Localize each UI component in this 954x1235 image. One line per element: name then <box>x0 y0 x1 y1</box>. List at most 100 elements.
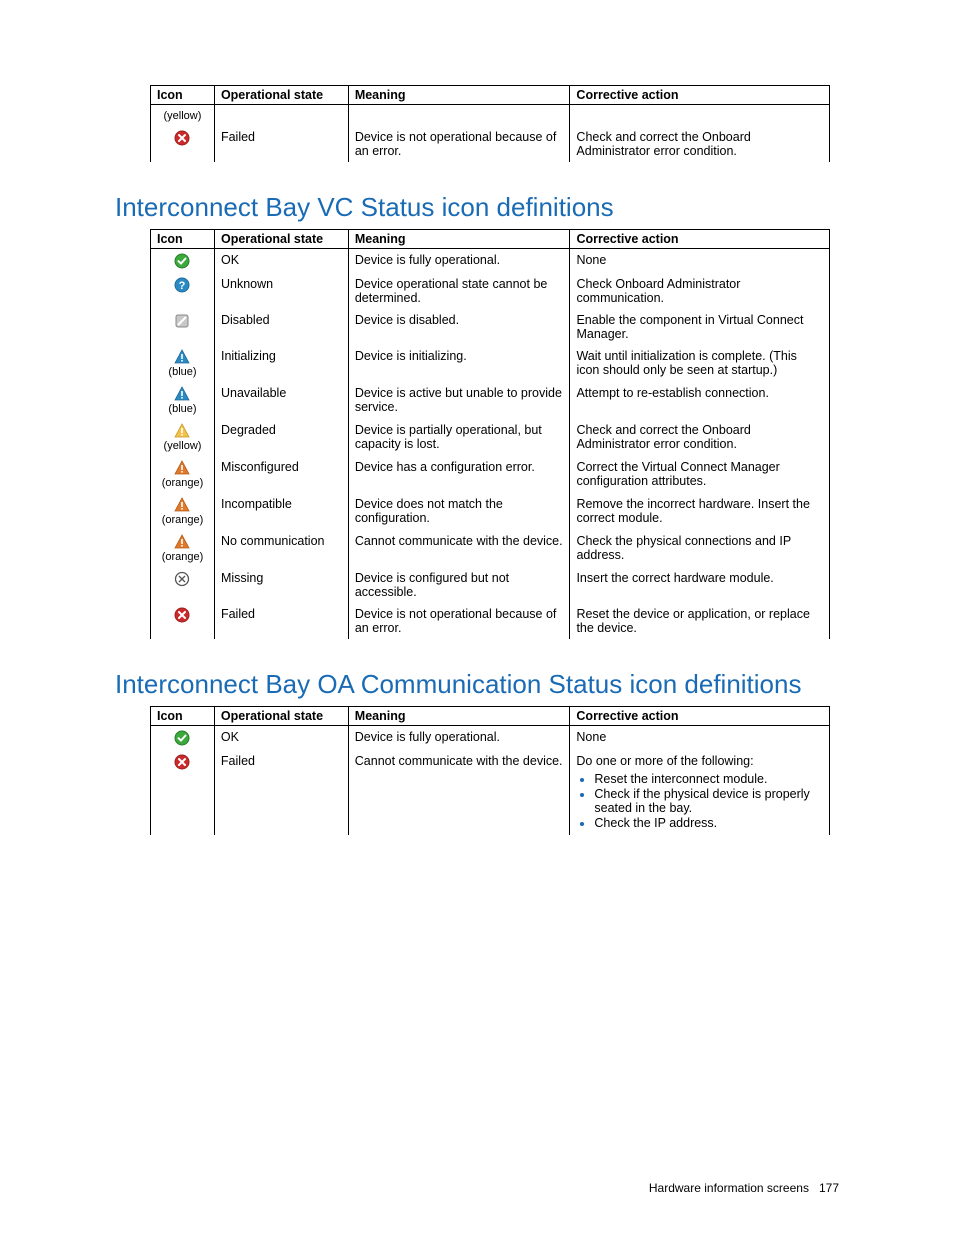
action-cell: Do one or more of the following:Reset th… <box>570 750 830 835</box>
warn-orange-icon <box>174 497 190 513</box>
table-row: (yellow) <box>151 105 830 127</box>
warn-orange-icon <box>174 534 190 550</box>
meaning-cell: Cannot communicate with the device. <box>348 750 570 835</box>
state-cell: Initializing <box>214 345 348 382</box>
state-cell: Unavailable <box>214 382 348 419</box>
unknown-icon <box>174 277 190 293</box>
table-row: DisabledDevice is disabled.Enable the co… <box>151 309 830 345</box>
state-cell: Disabled <box>214 309 348 345</box>
action-list: Reset the interconnect module.Check if t… <box>576 772 823 830</box>
action-cell: Check the physical connections and IP ad… <box>570 530 830 567</box>
action-cell: Check and correct the Onboard Administra… <box>570 419 830 456</box>
state-cell: Missing <box>214 567 348 603</box>
col-icon: Icon <box>151 707 215 726</box>
col-icon: Icon <box>151 86 215 105</box>
ok-icon <box>174 730 190 746</box>
col-icon: Icon <box>151 230 215 249</box>
state-cell: Incompatible <box>214 493 348 530</box>
state-cell: OK <box>214 726 348 751</box>
footer-page: 177 <box>819 1181 839 1195</box>
icon-table-vc: Icon Operational state Meaning Correctiv… <box>150 229 830 639</box>
table-row: (orange) IncompatibleDevice does not matc… <box>151 493 830 530</box>
meaning-cell: Device is disabled. <box>348 309 570 345</box>
warn-yellow-icon <box>174 423 190 439</box>
state-cell: Unknown <box>214 273 348 309</box>
meaning-cell: Device is partially operational, but cap… <box>348 419 570 456</box>
icon-color-note: (blue) <box>157 366 208 378</box>
section-title-oa: Interconnect Bay OA Communication Status… <box>115 669 839 700</box>
col-action: Corrective action <box>570 86 830 105</box>
col-state: Operational state <box>214 707 348 726</box>
icon-color-note: (orange) <box>157 514 208 526</box>
col-meaning: Meaning <box>348 86 570 105</box>
meaning-cell: Device is fully operational. <box>348 249 570 274</box>
meaning-cell: Device is not operational because of an … <box>348 126 570 162</box>
col-state: Operational state <box>214 230 348 249</box>
warn-blue-icon <box>174 349 190 365</box>
action-cell: Attempt to re-establish connection. <box>570 382 830 419</box>
table-row: MissingDevice is configured but not acce… <box>151 567 830 603</box>
meaning-cell: Cannot communicate with the device. <box>348 530 570 567</box>
section-title-vc: Interconnect Bay VC Status icon definiti… <box>115 192 839 223</box>
action-list-item: Check the IP address. <box>594 816 823 830</box>
meaning-cell: Device operational state cannot be deter… <box>348 273 570 309</box>
col-meaning: Meaning <box>348 230 570 249</box>
table-row: (orange) MisconfiguredDevice has a config… <box>151 456 830 493</box>
disabled-icon <box>174 313 190 329</box>
col-state: Operational state <box>214 86 348 105</box>
col-meaning: Meaning <box>348 707 570 726</box>
table-row: Failed Device is not operational because… <box>151 126 830 162</box>
action-cell: Reset the device or application, or repl… <box>570 603 830 639</box>
table-row: (blue) UnavailableDevice is active but un… <box>151 382 830 419</box>
action-list-item: Check if the physical device is properly… <box>594 787 823 815</box>
icon-table-oa: Icon Operational state Meaning Correctiv… <box>150 706 830 835</box>
action-cell: None <box>570 726 830 751</box>
meaning-cell: Device does not match the configuration. <box>348 493 570 530</box>
action-cell: Wait until initialization is complete. (… <box>570 345 830 382</box>
table-row: FailedDevice is not operational because … <box>151 603 830 639</box>
state-cell: Failed <box>214 750 348 835</box>
action-cell: Check and correct the Onboard Administra… <box>570 126 830 162</box>
state-cell: Failed <box>214 126 348 162</box>
meaning-cell: Device is initializing. <box>348 345 570 382</box>
icon-table-1: Icon Operational state Meaning Correctiv… <box>150 85 830 162</box>
icon-color-note: (yellow) <box>157 110 208 122</box>
icon-color-note: (orange) <box>157 551 208 563</box>
state-cell: Misconfigured <box>214 456 348 493</box>
meaning-cell: Device is configured but not accessible. <box>348 567 570 603</box>
warn-orange-icon <box>174 460 190 476</box>
icon-color-note: (orange) <box>157 477 208 489</box>
action-cell: Check Onboard Administrator communicatio… <box>570 273 830 309</box>
table-row: OKDevice is fully operational.None <box>151 249 830 274</box>
table-row: (orange) No communicationCannot communica… <box>151 530 830 567</box>
meaning-cell: Device is fully operational. <box>348 726 570 751</box>
table-row: (yellow)DegradedDevice is partially oper… <box>151 419 830 456</box>
warn-blue-icon <box>174 386 190 402</box>
meaning-cell: Device is active but unable to provide s… <box>348 382 570 419</box>
footer-text: Hardware information screens <box>649 1181 809 1195</box>
failed-icon <box>174 754 190 770</box>
action-list-item: Reset the interconnect module. <box>594 772 823 786</box>
table-row: (blue) InitializingDevice is initializing… <box>151 345 830 382</box>
action-cell: Correct the Virtual Connect Manager conf… <box>570 456 830 493</box>
action-cell: None <box>570 249 830 274</box>
meaning-cell: Device is not operational because of an … <box>348 603 570 639</box>
ok-icon <box>174 253 190 269</box>
action-cell: Insert the correct hardware module. <box>570 567 830 603</box>
table-row: OKDevice is fully operational.None <box>151 726 830 751</box>
meaning-cell: Device has a configuration error. <box>348 456 570 493</box>
failed-icon <box>174 130 190 146</box>
state-cell: OK <box>214 249 348 274</box>
missing-icon <box>174 571 190 587</box>
page-footer: Hardware information screens 177 <box>649 1181 839 1195</box>
table-row: FailedCannot communicate with the device… <box>151 750 830 835</box>
col-action: Corrective action <box>570 230 830 249</box>
state-cell: Degraded <box>214 419 348 456</box>
col-action: Corrective action <box>570 707 830 726</box>
action-cell: Remove the incorrect hardware. Insert th… <box>570 493 830 530</box>
action-cell: Enable the component in Virtual Connect … <box>570 309 830 345</box>
icon-color-note: (blue) <box>157 403 208 415</box>
state-cell: No communication <box>214 530 348 567</box>
state-cell: Failed <box>214 603 348 639</box>
failed-icon <box>174 607 190 623</box>
